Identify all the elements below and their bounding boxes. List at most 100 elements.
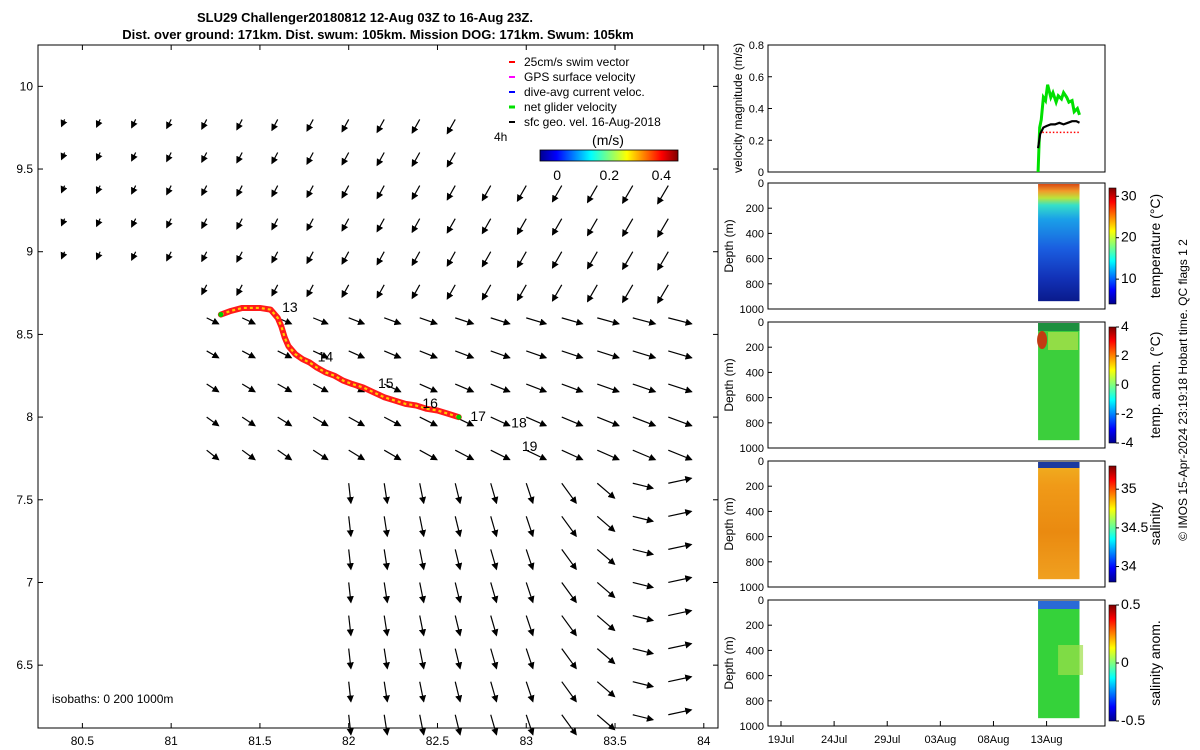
current-vector-arrow — [419, 449, 438, 461]
section-ytick-label: 1000 — [740, 304, 764, 316]
current-vector-arrow — [561, 416, 584, 427]
current-vector-arrow — [382, 582, 390, 604]
current-vector-arrow — [95, 185, 103, 195]
current-vector-arrow — [341, 119, 350, 133]
current-vector-arrow — [561, 582, 577, 604]
map-ytick-label: 7 — [26, 575, 33, 589]
glider-path-line — [220, 306, 460, 419]
current-vector-arrow — [632, 681, 655, 689]
current-vector-arrow — [376, 119, 385, 134]
map-panel: 80.5 81 81.5 82 82.5 83 83.5 84 10 9.5 9 8.5 8 7.5 7 6… — [16, 44, 719, 748]
section-ytick-label: 400 — [746, 645, 764, 657]
current-vector-arrow — [418, 549, 427, 571]
current-vector-arrow — [382, 615, 390, 637]
current-vector-arrow — [561, 449, 584, 461]
current-vector-arrow — [446, 284, 456, 300]
section-colorbar-label: 0.5 — [1121, 596, 1141, 612]
current-vector-arrow — [668, 707, 693, 716]
current-vector-arrow — [383, 383, 402, 393]
current-vector-arrow — [95, 119, 103, 128]
current-vector-arrow — [454, 582, 463, 604]
current-vector-arrow — [622, 284, 634, 304]
current-vector-arrow — [551, 185, 563, 203]
current-vector-arrow — [131, 251, 138, 261]
current-vector-arrow — [668, 542, 693, 550]
current-vector-arrow — [596, 681, 616, 698]
current-vector-arrow — [236, 152, 243, 164]
current-vector-arrow — [306, 152, 314, 165]
current-vector-arrow — [596, 615, 616, 632]
chart-title-line1: SLU29 Challenger20180812 12-Aug 03Z to 1… — [197, 10, 533, 25]
current-vector-arrow — [668, 509, 693, 517]
current-vector-arrow — [341, 218, 350, 232]
current-vector-arrow — [277, 383, 293, 393]
current-vector-arrow — [306, 119, 314, 132]
map-xtick-label: 82 — [342, 734, 356, 748]
current-vector-arrow — [206, 416, 220, 427]
current-vector-arrow — [668, 383, 693, 394]
current-vector-arrow — [206, 449, 220, 461]
current-vector-arrow — [206, 317, 220, 325]
current-vector-arrow — [131, 152, 138, 162]
current-vector-arrow — [490, 483, 499, 505]
current-vector-arrow — [490, 516, 499, 538]
current-vector-arrow — [454, 483, 463, 505]
current-vector-arrow — [561, 615, 577, 637]
current-vector-arrow — [411, 119, 421, 134]
current-vector-arrow — [236, 185, 243, 197]
map-ytick-label: 10 — [20, 79, 34, 93]
current-vector-arrow — [271, 119, 279, 132]
current-vector-arrow — [597, 317, 620, 326]
current-vector-arrow — [561, 549, 577, 571]
current-vector-arrow — [411, 284, 421, 300]
velocity-axes-frame — [767, 44, 1106, 173]
current-vector-arrow — [668, 674, 693, 683]
current-vector-arrow — [382, 516, 390, 538]
current-vector-arrow — [271, 185, 279, 198]
speed-colorbar-tick: 0.4 — [652, 167, 672, 183]
current-vector-arrow — [454, 449, 475, 461]
current-vector-arrow — [622, 251, 634, 271]
current-vector-arrow — [419, 350, 438, 359]
velocity-series-current — [1036, 120, 1080, 149]
current-vector-arrow — [418, 483, 427, 505]
current-vector-arrow — [201, 251, 208, 263]
section-ytick-label: 0 — [758, 595, 764, 607]
current-vector-arrow — [454, 681, 463, 703]
current-vector-arrow — [561, 350, 584, 360]
current-vector-arrow — [586, 185, 598, 204]
section-ytick-label: 600 — [746, 254, 764, 266]
current-vector-arrow — [632, 350, 657, 360]
velocity-y-ticks: 0.8 0.6 0.4 0.2 0 — [749, 40, 772, 179]
current-vector-arrow — [306, 251, 314, 265]
section-colorbar-label: 34.5 — [1121, 519, 1148, 535]
section-ytick-label: 200 — [746, 342, 764, 354]
map-xtick-label: 84 — [697, 734, 711, 748]
current-vector-arrow — [525, 714, 535, 736]
current-vector-arrow — [306, 218, 314, 232]
current-vector-arrow — [346, 582, 354, 604]
current-vector-arrow — [561, 383, 584, 393]
time-xtick-label: 19Jul — [768, 734, 794, 746]
current-vector-arrow — [201, 152, 208, 164]
current-vector-arrow — [490, 615, 499, 637]
section-ytick-label: 0 — [758, 178, 764, 190]
velocity-ytick-label: 0 — [758, 167, 764, 179]
section-colorbar — [1108, 326, 1117, 444]
current-vector-arrow — [346, 483, 354, 505]
current-vector-arrow — [632, 383, 657, 394]
current-vector-arrow — [206, 383, 220, 393]
day-label-13: 13 — [282, 299, 298, 315]
current-vector-arrow — [657, 218, 669, 238]
current-vector-arrow — [668, 350, 693, 360]
current-vector-arrow — [131, 218, 138, 228]
current-vector-arrow — [586, 284, 598, 303]
speed-colorbar — [539, 149, 679, 162]
current-vector-arrow — [95, 251, 103, 261]
day-label-17: 17 — [470, 408, 486, 424]
current-vector-arrow — [622, 218, 634, 238]
current-vector-arrow — [236, 218, 243, 230]
current-vector-field — [60, 119, 693, 736]
map-xtick-label: 83 — [520, 734, 534, 748]
